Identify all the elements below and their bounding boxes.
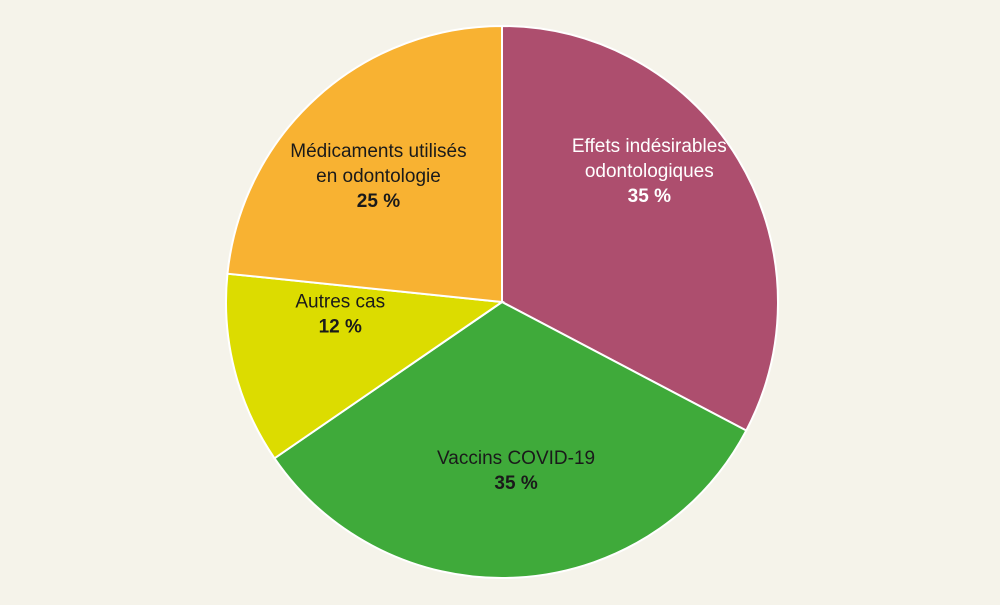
pie-slice-1: [273, 300, 748, 579]
pie-slice-0: [501, 24, 779, 432]
slice-label-3-1: en odontologie: [316, 166, 441, 187]
slice-label-0-0: Effets indésirables: [572, 136, 727, 157]
pie-slice-2: [225, 272, 505, 460]
slice-label-1-0: Vaccins COVID-19: [437, 448, 595, 469]
slice-value-1: 35 %: [494, 473, 537, 494]
slice-value-3: 25 %: [357, 191, 400, 212]
slice-label-2-0: Autres cas: [295, 292, 385, 313]
pie-slice-3: [226, 24, 503, 304]
slice-value-0: 35 %: [628, 186, 671, 207]
slice-label-3-0: Médicaments utilisés: [290, 141, 466, 162]
pie-slices: [225, 24, 779, 579]
slice-label-0-1: odontologiques: [585, 161, 714, 182]
slice-value-2: 12 %: [319, 317, 362, 338]
pie-labels: Effets indésirables odontologiques 35 % Vac…: [290, 136, 726, 494]
